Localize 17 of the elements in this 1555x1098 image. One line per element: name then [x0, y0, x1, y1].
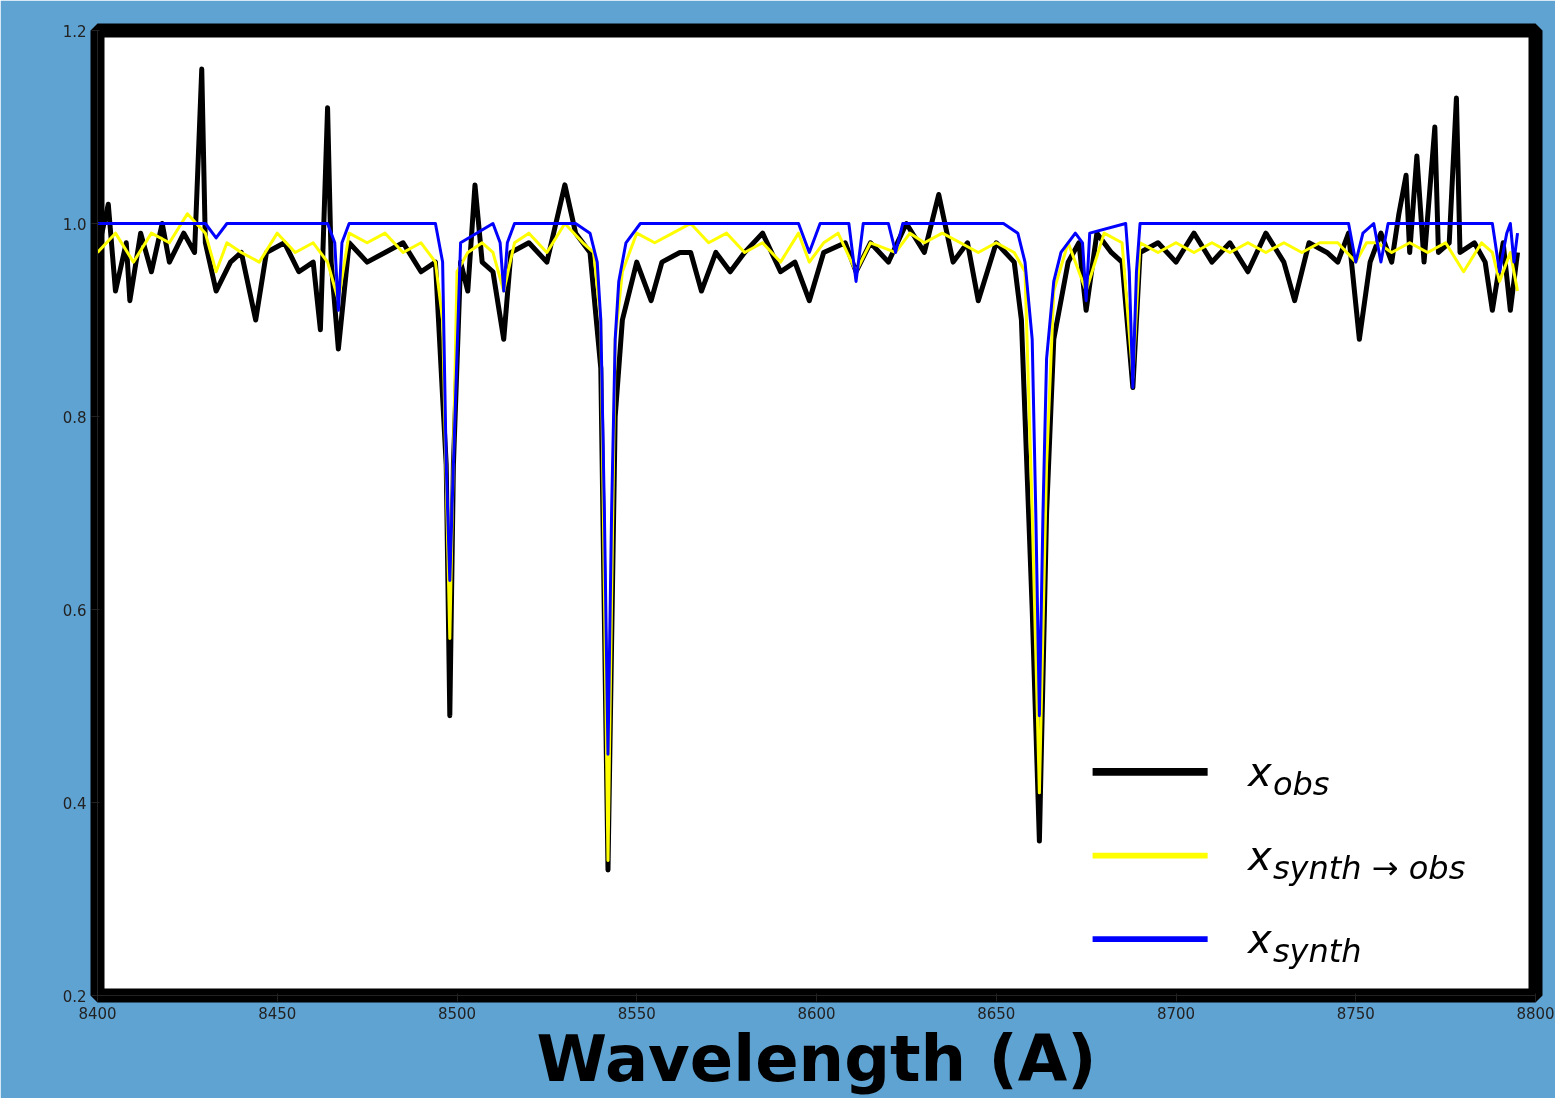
y-tick-label: 0.2	[62, 987, 87, 1006]
x-axis-title: Wavelength (A)	[536, 1021, 1097, 1096]
x-tick-label: 8700	[1156, 1004, 1196, 1023]
x-tick-label: 8750	[1336, 1004, 1375, 1023]
y-tick-label: 0.6	[62, 601, 87, 620]
y-tick-label: 0.8	[62, 408, 87, 427]
x-tick-label: 8600	[797, 1004, 836, 1023]
x-tick-label: 8650	[977, 1004, 1016, 1023]
x-tick-label: 8800	[1516, 1004, 1555, 1023]
y-tick-label: 1.0	[62, 215, 87, 234]
x-tick-label: 8450	[258, 1004, 297, 1023]
x-tick-label: 8500	[437, 1004, 477, 1023]
y-tick-label: 0.4	[62, 794, 87, 813]
x-tick-label: 8400	[78, 1004, 117, 1023]
y-tick-label: 1.2	[62, 22, 87, 41]
x-tick-label: 8550	[617, 1004, 656, 1023]
line-series	[97, 222, 1520, 756]
